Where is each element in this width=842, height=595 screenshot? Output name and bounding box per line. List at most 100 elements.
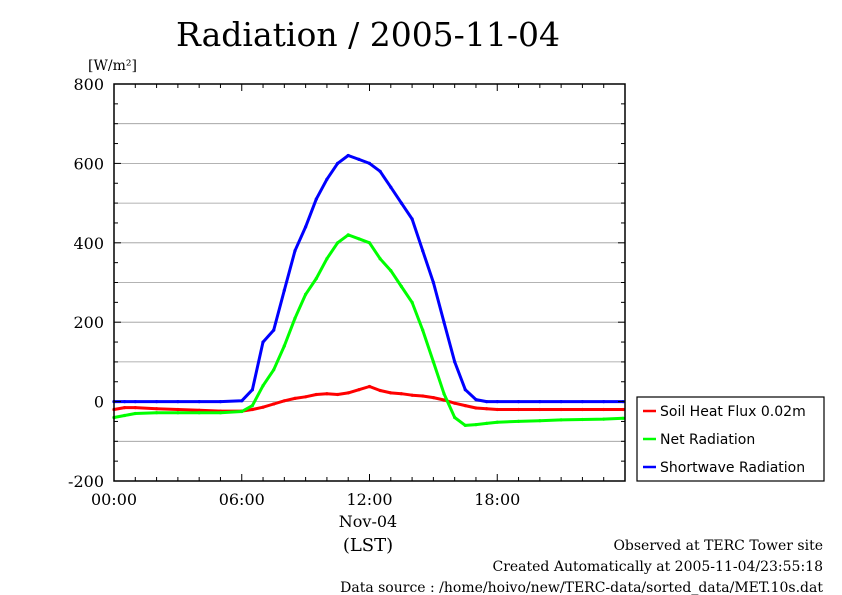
data-point-net-radiation — [538, 419, 542, 423]
data-point-shortwave-radiation — [495, 400, 499, 404]
data-point-shortwave-radiation — [367, 161, 372, 165]
data-point-net-radiation — [453, 415, 457, 420]
data-point-soil-heat-flux-0-02m — [559, 407, 563, 412]
data-point-net-radiation — [516, 419, 521, 423]
gridlines — [114, 123, 625, 442]
data-point-net-radiation — [431, 360, 435, 364]
data-point-soil-heat-flux-0-02m — [176, 407, 180, 412]
data-point-soil-heat-flux-0-02m — [474, 406, 478, 410]
data-point-soil-heat-flux-0-02m — [463, 404, 467, 408]
data-point-shortwave-radiation — [399, 201, 403, 205]
y-axis-ticks: 800 600 400 200 0 -200 — [68, 75, 625, 491]
legend-items: Soil Heat Flux 0.02m Net Radiation Shortwa… — [643, 404, 806, 476]
data-point-net-radiation — [314, 276, 318, 281]
legend-box — [636, 396, 825, 482]
data-point-soil-heat-flux-0-02m — [367, 384, 372, 389]
data-point-net-radiation — [421, 328, 425, 332]
data-point-net-radiation — [250, 404, 254, 408]
footer-observed-at: Observed at TERC Tower site — [613, 538, 823, 554]
data-point-shortwave-radiation — [176, 400, 180, 404]
data-point-net-radiation — [621, 416, 625, 420]
data-point-shortwave-radiation — [123, 400, 127, 404]
series-line-soil-heat-flux-0-02m — [112, 385, 625, 413]
data-point-net-radiation — [389, 269, 393, 273]
data-point-shortwave-radiation — [325, 177, 329, 181]
data-point-shortwave-radiation — [336, 161, 340, 165]
data-point-net-radiation — [240, 409, 244, 414]
x-tick-label: 00:00 — [91, 490, 137, 509]
data-point-soil-heat-flux-0-02m — [580, 407, 585, 412]
data-point-shortwave-radiation — [463, 388, 467, 392]
data-point-net-radiation — [357, 237, 361, 241]
data-point-net-radiation — [261, 384, 265, 388]
data-point-net-radiation — [218, 411, 223, 415]
data-point-shortwave-radiation — [155, 400, 159, 404]
data-point-shortwave-radiation — [516, 400, 521, 404]
data-point-soil-heat-flux-0-02m — [516, 407, 521, 412]
series-line-shortwave-radiation — [112, 154, 625, 404]
y-axis-unit-label: [W/m²] — [88, 58, 137, 74]
data-point-soil-heat-flux-0-02m — [197, 408, 201, 412]
data-point-net-radiation — [133, 411, 137, 416]
data-point-shortwave-radiation — [421, 249, 425, 253]
data-point-shortwave-radiation — [293, 249, 297, 253]
data-point-net-radiation — [474, 423, 478, 427]
data-point-soil-heat-flux-0-02m — [538, 407, 542, 412]
x-axis-unit-label: (LST) — [343, 535, 393, 556]
data-point-soil-heat-flux-0-02m — [442, 398, 446, 402]
footer-created-at: Created Automatically at 2005-11-04/23:5… — [492, 559, 823, 575]
data-point-net-radiation — [293, 316, 297, 320]
y-axis-unit-text: [W/m²] — [88, 58, 137, 74]
data-point-soil-heat-flux-0-02m — [410, 393, 414, 397]
data-point-net-radiation — [485, 421, 489, 425]
data-point-net-radiation — [442, 392, 446, 396]
data-point-shortwave-radiation — [538, 400, 542, 404]
y-tick-label: 200 — [73, 313, 104, 332]
data-point-shortwave-radiation — [389, 185, 393, 189]
data-point-soil-heat-flux-0-02m — [378, 388, 382, 393]
data-point-shortwave-radiation — [314, 197, 318, 201]
y-tick-label: 800 — [73, 75, 104, 94]
data-point-shortwave-radiation — [580, 400, 585, 404]
data-point-soil-heat-flux-0-02m — [453, 401, 457, 405]
y-tick-label: 600 — [73, 154, 104, 173]
data-point-shortwave-radiation — [410, 217, 414, 221]
data-point-net-radiation — [197, 411, 201, 415]
data-point-soil-heat-flux-0-02m — [421, 394, 425, 398]
y-tick-label: 400 — [73, 234, 104, 253]
data-point-net-radiation — [325, 257, 329, 261]
data-point-net-radiation — [123, 413, 127, 418]
data-point-net-radiation — [346, 233, 350, 237]
data-point-soil-heat-flux-0-02m — [250, 407, 254, 412]
data-point-soil-heat-flux-0-02m — [304, 395, 308, 399]
data-point-soil-heat-flux-0-02m — [336, 392, 340, 397]
data-point-soil-heat-flux-0-02m — [293, 396, 297, 400]
data-point-soil-heat-flux-0-02m — [123, 406, 127, 410]
legend: Soil Heat Flux 0.02m Net Radiation Shortwa… — [636, 396, 825, 482]
data-point-shortwave-radiation — [378, 169, 382, 173]
data-point-net-radiation — [378, 257, 382, 261]
x-tick-label: 12:00 — [346, 490, 392, 509]
data-point-soil-heat-flux-0-02m — [314, 392, 318, 397]
data-point-soil-heat-flux-0-02m — [155, 407, 159, 411]
data-point-net-radiation — [304, 292, 308, 296]
series-line-net-radiation — [112, 233, 625, 427]
data-point-net-radiation — [580, 417, 585, 422]
data-point-shortwave-radiation — [453, 360, 457, 364]
data-point-soil-heat-flux-0-02m — [602, 407, 606, 412]
data-point-net-radiation — [559, 418, 563, 422]
data-point-soil-heat-flux-0-02m — [133, 406, 137, 410]
data-point-shortwave-radiation — [240, 399, 244, 403]
data-point-net-radiation — [336, 241, 340, 245]
data-point-soil-heat-flux-0-02m — [389, 391, 393, 395]
data-point-net-radiation — [399, 284, 403, 289]
legend-label-net-radiation: Net Radiation — [660, 432, 755, 448]
y-tick-label: 0 — [94, 393, 104, 412]
legend-label-shortwave-radiation: Shortwave Radiation — [660, 460, 805, 476]
data-point-soil-heat-flux-0-02m — [357, 388, 361, 392]
data-point-shortwave-radiation — [218, 400, 223, 404]
data-point-soil-heat-flux-0-02m — [282, 399, 286, 403]
data-point-net-radiation — [495, 420, 499, 424]
data-point-shortwave-radiation — [357, 157, 361, 161]
